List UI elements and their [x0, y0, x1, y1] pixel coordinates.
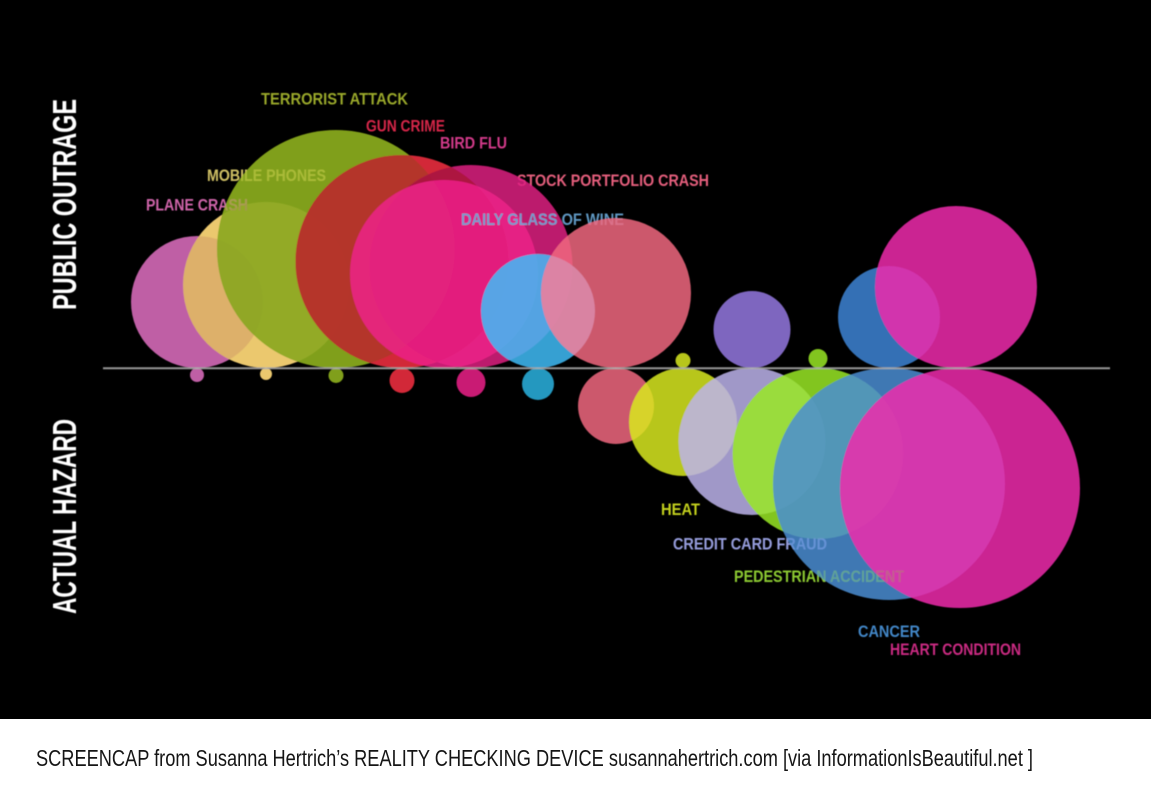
svg-text:CREDIT CARD FRAUD: CREDIT CARD FRAUD [673, 535, 827, 554]
svg-text:PLANE CRASH: PLANE CRASH [146, 196, 248, 215]
svg-text:PLANE CRASH: PLANE CRASH [146, 196, 248, 215]
svg-text:ACTUAL HAZARD: ACTUAL HAZARD [46, 419, 83, 614]
svg-text:PUBLIC OUTRAGE: PUBLIC OUTRAGE [46, 99, 83, 310]
svg-text:GUN CRIME: GUN CRIME [366, 117, 445, 136]
svg-text:CANCER: CANCER [858, 622, 920, 641]
svg-text:TERRORIST ATTACK: TERRORIST ATTACK [261, 90, 409, 109]
svg-text:SCREENCAP from Susanna Hertric: SCREENCAP from Susanna Hertrich’s REALIT… [36, 745, 1033, 771]
svg-text:DAILY GLASS OF WINE: DAILY GLASS OF WINE [461, 210, 624, 229]
svg-text:STOCK PORTFOLIO CRASH: STOCK PORTFOLIO CRASH [517, 171, 709, 190]
svg-text:MOBILE PHONES: MOBILE PHONES [207, 166, 326, 185]
svg-text:HEART CONDITION: HEART CONDITION [890, 640, 1021, 659]
svg-text:BIRD FLU: BIRD FLU [440, 134, 507, 153]
svg-text:PEDESTRIAN ACCIDENT: PEDESTRIAN ACCIDENT [734, 567, 905, 586]
svg-text:HEAT: HEAT [661, 500, 701, 519]
